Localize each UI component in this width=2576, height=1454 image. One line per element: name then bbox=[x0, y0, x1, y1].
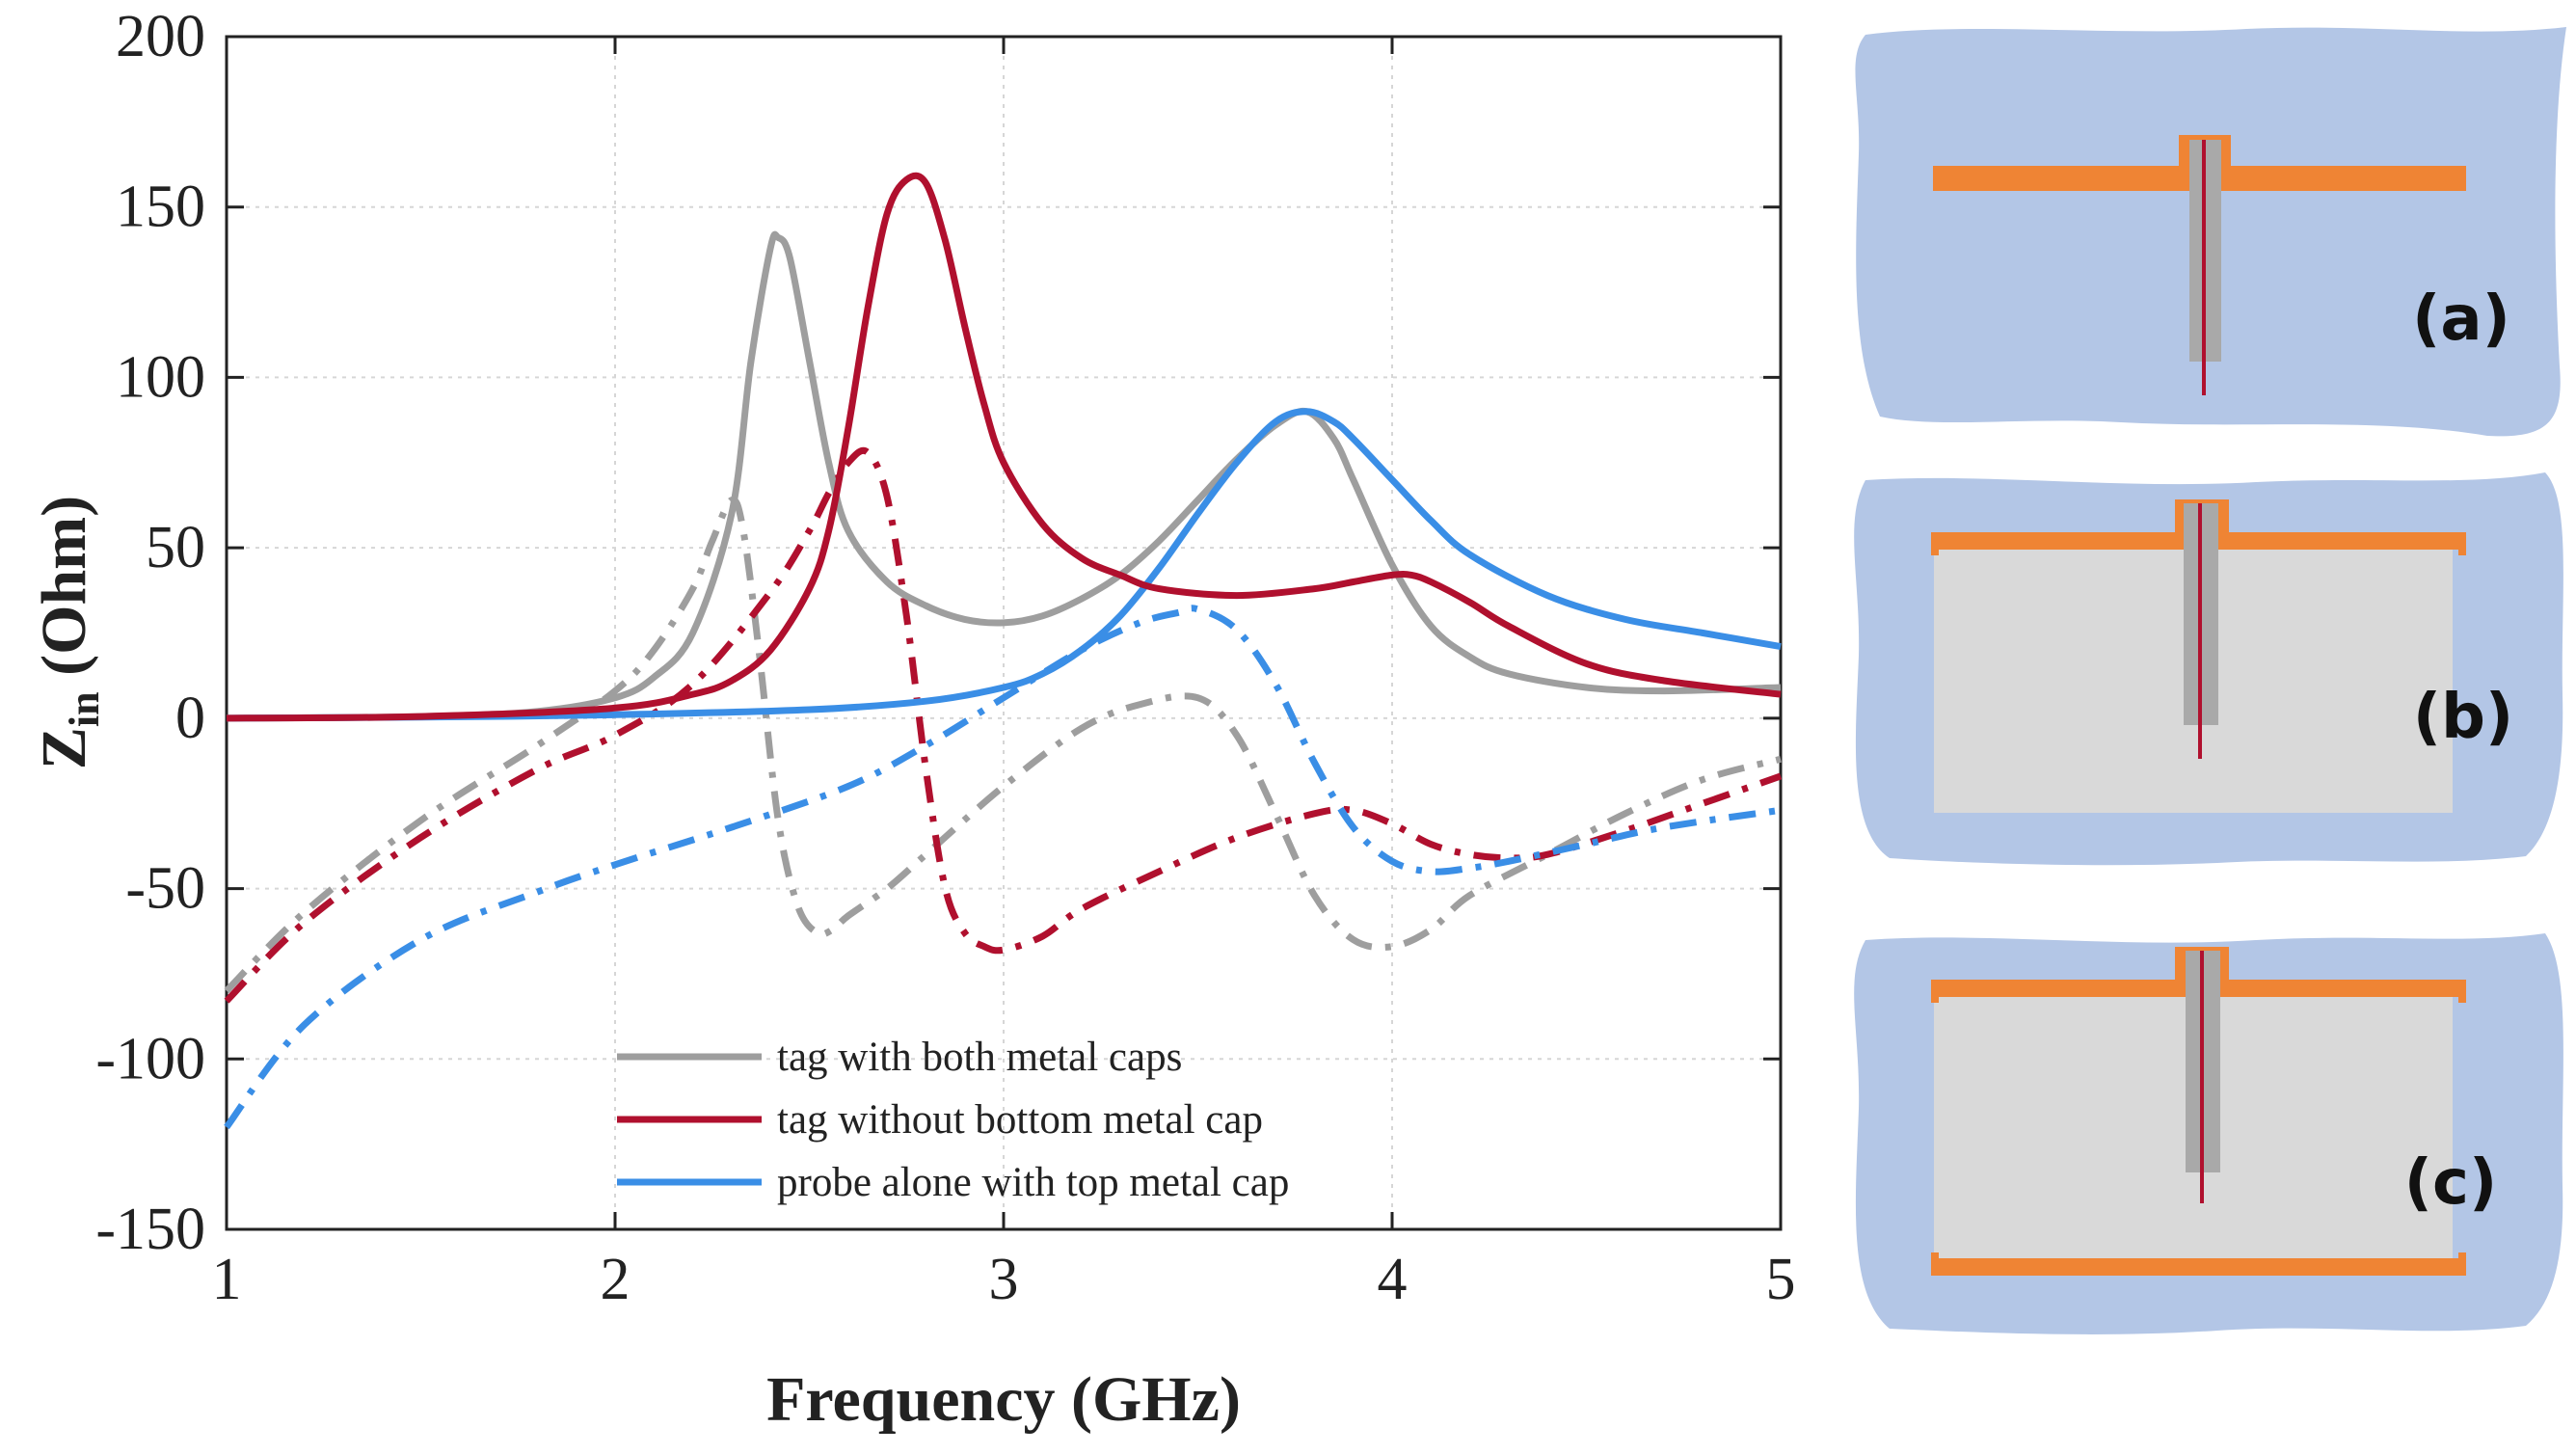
x-axis-label: Frequency (GHz) bbox=[766, 1364, 1241, 1435]
panel-c-top-cap-left-lip bbox=[1931, 980, 1939, 1003]
panel-b-probe-core bbox=[2198, 503, 2202, 759]
panel-c-probe-core bbox=[2200, 951, 2204, 1203]
series-line-1 bbox=[224, 497, 1782, 994]
schematic-panel-b: (b) bbox=[1854, 472, 2563, 866]
ticks: 1 2 3 4 5 -150 -100 -50 0 50 100 150 200 bbox=[95, 4, 1795, 1312]
x-tick-label: 2 bbox=[601, 1247, 631, 1312]
panel-c-bottom-cap-right-lip bbox=[2458, 1252, 2466, 1276]
y-tick-label: 150 bbox=[116, 175, 205, 240]
panel-c-top-cap-right-lip bbox=[2458, 980, 2466, 1003]
x-tick-label: 4 bbox=[1378, 1247, 1408, 1312]
y-axis-label-sub: in bbox=[61, 691, 108, 727]
series-layer bbox=[224, 172, 1783, 1130]
y-axis-label-main: Z bbox=[29, 727, 99, 769]
y-tick-label: 0 bbox=[175, 686, 205, 751]
panel-b-cap-left-lip bbox=[1931, 532, 1939, 555]
panel-b-cap-collar-right bbox=[2217, 499, 2229, 538]
legend: tag with both metal caps tag without bott… bbox=[617, 1035, 1289, 1205]
schematic-panel-a: (a) bbox=[1855, 27, 2566, 437]
series-line-2 bbox=[226, 172, 1782, 722]
y-tick-label: -50 bbox=[125, 856, 205, 922]
series-line-5 bbox=[224, 605, 1782, 1130]
series-line-4 bbox=[226, 408, 1782, 722]
legend-label-4: probe alone with top metal cap bbox=[777, 1160, 1289, 1205]
y-tick-label: 100 bbox=[116, 344, 205, 410]
panel-c-bottom-cap-left-lip bbox=[1931, 1252, 1939, 1276]
y-tick-label: 200 bbox=[116, 4, 205, 69]
panel-c-bottom-cap bbox=[1931, 1258, 2466, 1276]
schematic-panel-c: (c) bbox=[1854, 933, 2563, 1334]
panel-a-probe-core bbox=[2202, 140, 2206, 395]
series-line-0 bbox=[226, 230, 1782, 722]
x-tick-label: 3 bbox=[989, 1247, 1019, 1312]
panel-b-cap-right-lip bbox=[2458, 532, 2466, 555]
y-tick-label: -100 bbox=[95, 1026, 205, 1091]
panel-c-cap-collar-left bbox=[2175, 947, 2187, 985]
panel-c-label: (c) bbox=[2404, 1147, 2497, 1219]
x-tick-label: 1 bbox=[212, 1247, 242, 1312]
panel-a-cap-collar-left bbox=[2179, 135, 2192, 178]
x-tick-label: 5 bbox=[1766, 1247, 1796, 1312]
y-tick-label: 50 bbox=[146, 515, 205, 580]
panel-a-collar-top bbox=[2179, 135, 2231, 143]
panel-b-label: (b) bbox=[2413, 682, 2513, 753]
grid bbox=[227, 37, 1781, 1229]
panel-a-label: (a) bbox=[2412, 283, 2510, 355]
y-tick-label: -150 bbox=[95, 1197, 205, 1262]
series-line-3 bbox=[224, 446, 1783, 1004]
legend-label-0: tag with both metal caps bbox=[777, 1035, 1182, 1080]
y-axis-label-unit: (Ohm) bbox=[29, 496, 99, 691]
y-axis-label: Zin (Ohm) bbox=[29, 496, 108, 769]
legend-label-2: tag without bottom metal cap bbox=[777, 1097, 1263, 1143]
